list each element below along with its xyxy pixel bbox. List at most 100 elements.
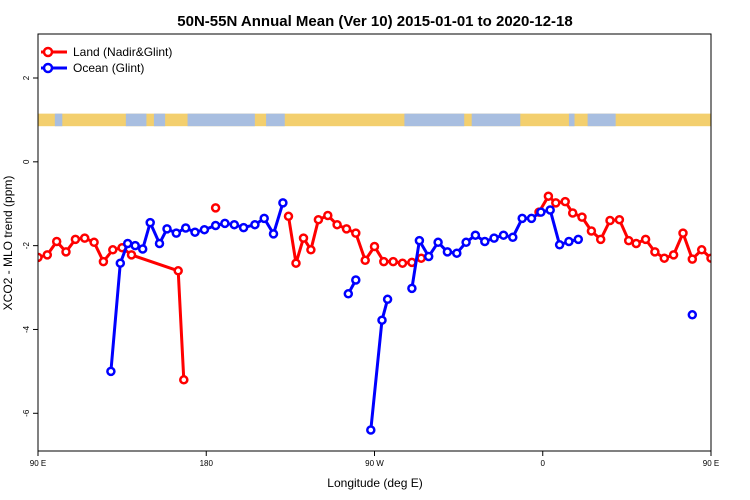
data-point (278, 198, 288, 208)
data-point (229, 219, 240, 230)
data-point (199, 224, 210, 235)
y-tick-label: -6 (22, 409, 31, 417)
data-point (313, 214, 324, 225)
chart-title: 50N-55N Annual Mean (Ver 10) 2015-01-01 … (177, 13, 572, 30)
data-point (551, 198, 561, 208)
data-point (614, 214, 625, 225)
data-point (586, 226, 597, 236)
y-axis: -6 -4 -2 0 2 (22, 75, 38, 417)
land-mask-band (38, 113, 711, 127)
series-land (38, 191, 711, 385)
data-point (137, 244, 148, 254)
data-point (577, 212, 587, 222)
data-point (442, 247, 453, 257)
legend-item-land: Land (Nadir&Glint) (41, 45, 172, 59)
data-point (564, 236, 574, 247)
legend: Land (Nadir&Glint) Ocean (Glint) (41, 45, 172, 75)
data-point (173, 266, 183, 276)
data-point (79, 233, 90, 243)
data-point (543, 191, 554, 201)
data-point (470, 230, 481, 240)
data-point (595, 234, 606, 245)
data-point (61, 247, 71, 257)
data-point (38, 252, 43, 263)
data-point (210, 220, 221, 231)
y-tick-label: 2 (22, 75, 31, 80)
data-point (650, 247, 660, 257)
data-point (98, 256, 109, 267)
series-ocean (106, 198, 698, 435)
data-point (687, 310, 698, 320)
ocean-band-segment (153, 113, 166, 127)
data-point (461, 237, 471, 248)
y-tick-label: 0 (22, 159, 31, 164)
data-point (668, 250, 679, 260)
data-point (298, 233, 309, 243)
data-point (306, 245, 316, 255)
data-point (179, 375, 189, 385)
ocean-band-segment (568, 113, 575, 127)
data-point (623, 235, 634, 246)
y-tick-label: -4 (22, 325, 31, 333)
data-point (108, 245, 118, 255)
data-point (220, 218, 230, 229)
data-point (51, 236, 62, 247)
data-point (351, 228, 361, 238)
data-point (517, 213, 527, 224)
data-point (366, 425, 376, 435)
legend-label-land: Land (Nadir&Glint) (73, 45, 172, 59)
data-point (89, 237, 99, 248)
data-point (554, 240, 565, 250)
data-point (605, 215, 615, 226)
data-point (291, 258, 301, 268)
data-point (154, 238, 165, 249)
data-point (687, 254, 698, 264)
x-tick-label: 90 E (703, 459, 719, 468)
legend-marker-land (42, 46, 54, 58)
data-point (343, 289, 354, 299)
data-point (379, 256, 389, 267)
data-point (332, 219, 342, 230)
data-point (416, 253, 426, 263)
ocean-band-segment (404, 113, 465, 127)
data-point (283, 211, 294, 222)
data-point (480, 236, 490, 247)
x-tick-label: 90 E (30, 459, 46, 468)
legend-marker-ocean (42, 62, 54, 74)
x-tick-label: 0 (541, 459, 546, 468)
data-point (706, 253, 711, 263)
data-point (369, 241, 380, 252)
data-point (573, 234, 584, 245)
data-point (631, 238, 641, 249)
data-point (414, 235, 425, 246)
data-point (210, 203, 221, 213)
data-point (397, 258, 408, 268)
data-point (42, 250, 53, 260)
data-point (70, 234, 81, 245)
data-point (678, 228, 688, 238)
data-point (526, 213, 537, 224)
data-point (567, 208, 578, 218)
data-point (407, 283, 417, 294)
x-axis-label: Longitude (deg E) (327, 476, 422, 490)
data-point (238, 222, 249, 233)
data-point (126, 250, 137, 260)
ocean-band-segment (266, 113, 285, 127)
ocean-band-segment (471, 113, 521, 127)
data-point (323, 210, 333, 221)
data-point (696, 245, 707, 255)
data-point (433, 237, 443, 248)
data-point (162, 224, 172, 234)
legend-label-ocean: Ocean (Glint) (73, 61, 144, 75)
data-point (145, 217, 155, 228)
data-point (351, 275, 361, 285)
data-point (452, 248, 462, 258)
y-tick-label: -2 (22, 242, 31, 250)
data-point (190, 227, 200, 237)
y-axis-label: XCO2 - MLO trend (ppm) (1, 176, 15, 311)
data-point (508, 232, 518, 243)
data-point (106, 366, 116, 377)
data-point (250, 219, 260, 230)
data-point (130, 240, 140, 251)
x-tick-label: 90 W (365, 459, 384, 468)
